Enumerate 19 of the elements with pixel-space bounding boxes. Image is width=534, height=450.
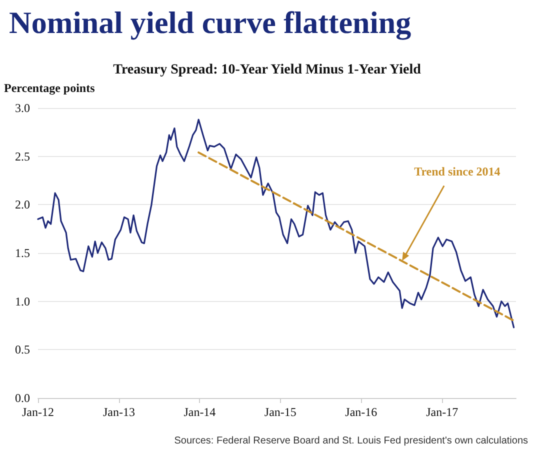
x-tick-label: Jan-17 [426, 405, 458, 419]
y-tick-label: 0.0 [15, 391, 30, 405]
y-tick-label: 0.5 [15, 342, 30, 357]
source-note: Sources: Federal Reserve Board and St. Louis Fed president's own calculations [174, 436, 528, 446]
x-tick-label: Jan-16 [345, 405, 378, 419]
y-tick-label: 1.5 [15, 246, 30, 260]
y-axis-title: Percentage points [4, 81, 96, 95]
chart-subtitle: Treasury Spread: 10-Year Yield Minus 1-Year Yield [113, 62, 422, 78]
y-tick-label: 3.0 [15, 101, 30, 115]
x-tick-label: Jan-13 [102, 405, 135, 419]
y-tick-label: 2.0 [15, 198, 30, 212]
chart-title: Nominal yield curve flattening [9, 5, 412, 40]
x-tick-label: Jan-12 [22, 405, 54, 419]
y-tick-label: 2.5 [15, 149, 30, 164]
annotation: Trend since 2014 [414, 164, 500, 179]
x-tick-label: Jan-14 [184, 405, 216, 419]
x-tick-label: Jan-15 [264, 405, 296, 419]
line-series [37, 118, 515, 328]
y-tick-label: 1.0 [15, 294, 30, 308]
